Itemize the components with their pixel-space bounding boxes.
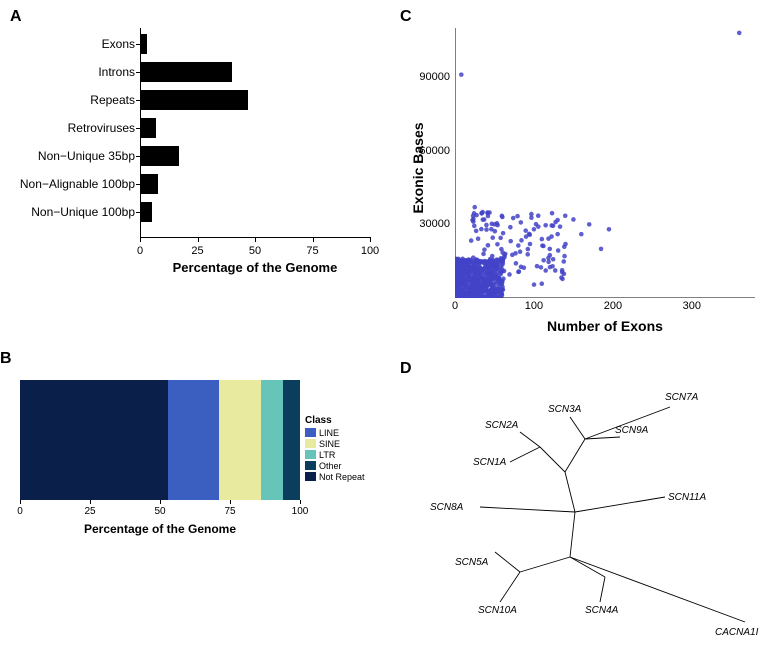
stack-segment [219,380,261,500]
panel-c-label: C [400,8,412,26]
panel-a-plot-area: ExonsIntronsRepeatsRetrovirusesNon−Uniqu… [140,28,370,238]
legend-item: Other [305,460,365,471]
xaxis-tick-label: 75 [306,245,318,257]
legend-label: SINE [319,439,340,449]
legend-item: LINE [305,427,365,438]
panel-b-plot-area [20,380,300,500]
legend-swatch [305,472,316,481]
tree-leaf-label: SCN4A [585,605,618,616]
genome-bar-label: Introns [98,65,135,79]
yaxis-tick-label: 60000 [419,145,450,157]
genome-bar-label: Non−Unique 100bp [31,205,135,219]
xaxis-tick-label: 100 [361,245,379,257]
stack-segment [168,380,218,500]
panel-c: C TTN Exonic Bases Number of Exons 0 100 2… [400,8,770,348]
panel-b-xlabel: Percentage of the Genome [20,522,300,536]
panel-a-label: A [10,8,22,26]
genome-bar [140,174,158,194]
genome-bar-label: Exons [102,37,135,51]
panel-c-scatter: TTN [455,28,755,298]
panel-c-xlabel: Number of Exons [455,318,755,334]
tree-leaf-label: SCN7A [665,392,698,403]
xaxis-tick-label: 0 [452,300,458,312]
legend-item: Not Repeat [305,471,365,482]
stack-segment [20,380,168,500]
legend-item: LTR [305,449,365,460]
xaxis-tick-label: 50 [249,245,261,257]
stack-segment [261,380,283,500]
tree-leaf-label: SCN10A [478,605,517,616]
tree-leaf-label: SCN9A [615,425,648,436]
legend-swatch [305,428,316,437]
tree-leaf-label: SCN3A [548,404,581,415]
genome-bar [140,34,147,54]
xaxis-tick-label: 200 [604,300,622,312]
xaxis-tick-label: 300 [683,300,701,312]
panel-a-xlabel: Percentage of the Genome [140,260,370,275]
legend-label: LTR [319,450,335,460]
xaxis-tick-label: 75 [224,506,235,517]
tree-leaf-label: SCN8A [430,502,463,513]
genome-bar [140,62,232,82]
xaxis-tick-label: 0 [137,245,143,257]
panel-c-ylabel: Exonic Bases [410,28,426,308]
legend-label: LINE [319,428,339,438]
xaxis-tick-label: 100 [525,300,543,312]
genome-bar [140,90,248,110]
stack-segment [283,380,300,500]
xaxis-tick-label: 50 [154,506,165,517]
panel-b-label: B [0,350,12,368]
legend-swatch [305,450,316,459]
genome-bar [140,118,156,138]
genome-bar [140,146,179,166]
xaxis-tick-label: 25 [84,506,95,517]
legend-title: Class [305,415,365,426]
tree-leaf-label: SCN1A [473,457,506,468]
tree-leaf-label: SCN11A [668,492,706,503]
genome-bar-label: Non−Unique 35bp [38,149,135,163]
genome-bar-label: Retroviruses [68,121,135,135]
panel-b: B Class LINESINELTROtherNot Repeat 02550… [0,360,390,560]
xaxis-tick-label: 0 [17,506,23,517]
genome-bar-label: Non−Alignable 100bp [20,177,135,191]
panel-b-legend: Class LINESINELTROtherNot Repeat [305,415,365,482]
yaxis-tick-label: 30000 [419,218,450,230]
genome-bar [140,202,152,222]
legend-label: Other [319,461,342,471]
xaxis-tick-label: 100 [292,506,309,517]
legend-swatch [305,439,316,448]
tree-leaf-label: SCN5A [455,557,488,568]
scatter-annotation: TTN [710,28,733,30]
panel-d: D SCN1ASCN2ASCN3ASCN9ASCN7ASCN8ASCN11ASC… [400,365,770,650]
legend-label: Not Repeat [319,472,365,482]
panel-b-xaxis: 0255075100 [20,500,300,520]
tree-leaf-label: CACNA1I [715,627,758,638]
tree-leaf-label: SCN2A [485,420,518,431]
panel-a: A ExonsIntronsRepeatsRetrovirusesNon−Uni… [10,8,390,288]
legend-item: SINE [305,438,365,449]
yaxis-tick-label: 90000 [419,71,450,83]
legend-swatch [305,461,316,470]
panel-d-label: D [400,360,412,378]
xaxis-tick-label: 25 [191,245,203,257]
genome-bar-label: Repeats [90,93,135,107]
